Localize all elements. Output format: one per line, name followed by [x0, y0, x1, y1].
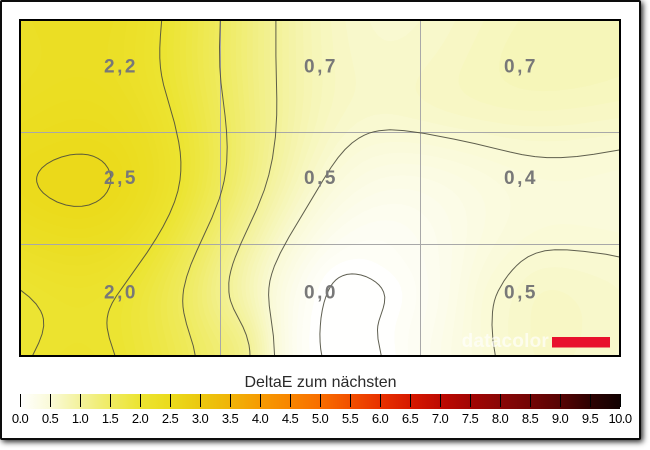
- svg-text:0,0: 0,0: [304, 283, 338, 304]
- svg-text:0,4: 0,4: [504, 168, 538, 189]
- svg-text:2,2: 2,2: [104, 57, 138, 78]
- svg-text:2,0: 2,0: [104, 283, 138, 304]
- svg-text:2,5: 2,5: [104, 168, 138, 189]
- svg-text:0,5: 0,5: [304, 168, 338, 189]
- svg-text:0,5: 0,5: [504, 283, 538, 304]
- svg-text:datacolor: datacolor: [462, 331, 550, 352]
- svg-text:0,7: 0,7: [504, 57, 538, 78]
- svg-text:0,7: 0,7: [304, 57, 338, 78]
